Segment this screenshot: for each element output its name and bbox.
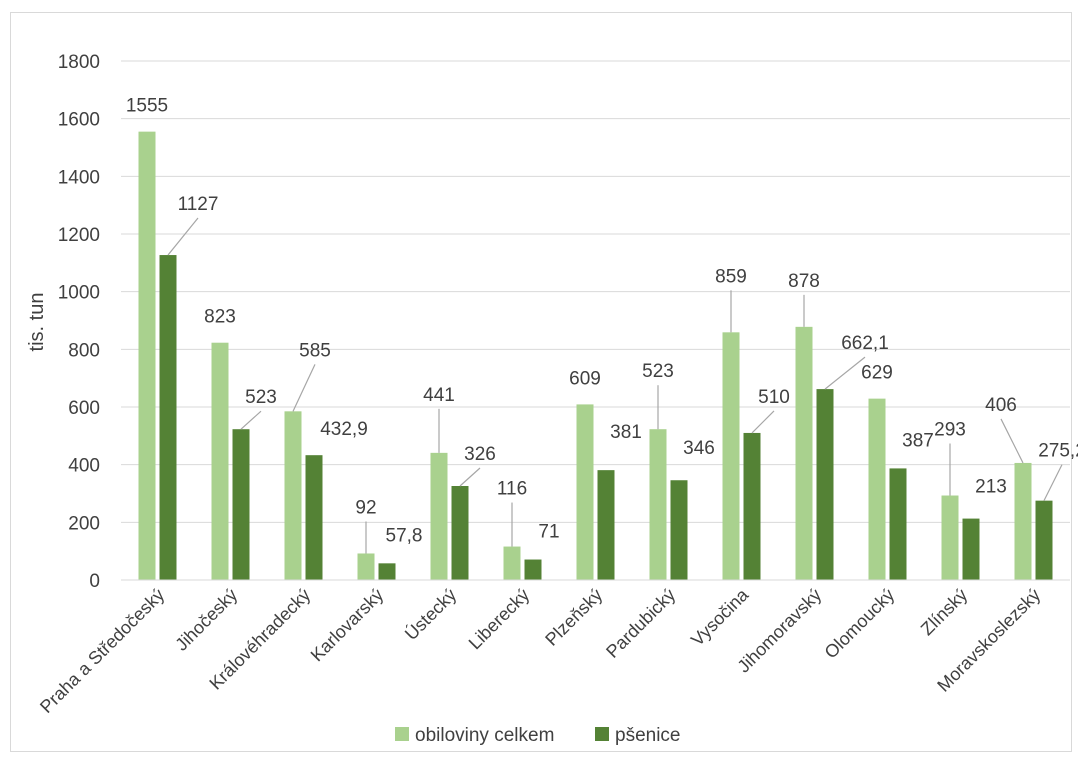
bar-psenice bbox=[451, 486, 469, 580]
bar-obiloviny bbox=[284, 411, 302, 580]
data-label: 585 bbox=[299, 340, 331, 361]
y-tick-label: 1400 bbox=[58, 167, 100, 188]
category-label: Liberecký bbox=[465, 585, 534, 654]
category-label: Zlínský bbox=[917, 585, 971, 639]
leader-line bbox=[292, 364, 316, 412]
leader-line bbox=[240, 410, 262, 430]
leader-line bbox=[459, 467, 481, 487]
bar-obiloviny bbox=[357, 553, 375, 580]
data-label: 57,8 bbox=[386, 525, 423, 546]
y-axis-ticks: 0 200 400 600 800 1000 1200 1400 1600 1800 bbox=[58, 52, 100, 592]
data-label: 275,2 bbox=[1038, 441, 1078, 462]
category-label: Plzeňský bbox=[541, 585, 606, 650]
data-label: 629 bbox=[861, 363, 893, 384]
category-label: Vysočina bbox=[687, 584, 753, 650]
bar-obiloviny bbox=[868, 398, 886, 580]
legend-swatch bbox=[395, 727, 409, 741]
y-tick-label: 0 bbox=[89, 571, 100, 592]
data-label: 326 bbox=[464, 444, 496, 465]
bar-psenice bbox=[816, 389, 834, 580]
bar-psenice bbox=[524, 559, 542, 580]
leader-line bbox=[1043, 464, 1063, 501]
y-tick-label: 1800 bbox=[58, 52, 100, 73]
bar-psenice bbox=[232, 429, 250, 580]
chart-frame bbox=[10, 12, 1072, 752]
bar-obiloviny bbox=[430, 452, 448, 580]
legend-label: pšenice bbox=[615, 725, 681, 746]
data-label: 387 bbox=[902, 430, 934, 451]
data-label: 293 bbox=[934, 420, 966, 441]
bar-psenice bbox=[962, 518, 980, 580]
bar-obiloviny bbox=[576, 404, 594, 580]
leader-line bbox=[751, 410, 775, 434]
data-label: 92 bbox=[355, 497, 376, 518]
leader-line bbox=[824, 356, 866, 390]
bars bbox=[138, 131, 1053, 580]
bar-obiloviny bbox=[211, 342, 229, 580]
category-label: Jihočeský bbox=[171, 585, 241, 655]
bar-psenice bbox=[378, 563, 396, 580]
legend-label: obiloviny celkem bbox=[415, 725, 554, 746]
data-label: 823 bbox=[204, 307, 236, 328]
data-label: 878 bbox=[788, 271, 820, 292]
data-label: 859 bbox=[715, 266, 747, 287]
y-tick-label: 200 bbox=[68, 513, 100, 534]
bar-psenice bbox=[670, 480, 688, 580]
data-label: 346 bbox=[683, 438, 715, 459]
y-tick-label: 1600 bbox=[58, 110, 100, 131]
data-label: 523 bbox=[642, 361, 674, 382]
data-label: 213 bbox=[975, 477, 1007, 498]
bar-obiloviny bbox=[795, 326, 813, 580]
bar-psenice bbox=[1035, 500, 1053, 580]
data-label: 71 bbox=[538, 522, 559, 543]
bar-psenice bbox=[159, 255, 177, 580]
category-label: Pardubický bbox=[602, 585, 679, 662]
y-tick-label: 400 bbox=[68, 456, 100, 477]
y-tick-label: 800 bbox=[68, 340, 100, 361]
data-label: 406 bbox=[985, 395, 1017, 416]
bar-obiloviny bbox=[138, 131, 156, 580]
legend: obiloviny celkem pšenice bbox=[395, 725, 681, 746]
y-tick-label: 1000 bbox=[58, 283, 100, 304]
data-label: 116 bbox=[497, 479, 527, 500]
data-label: 510 bbox=[758, 387, 790, 408]
gridlines bbox=[121, 60, 1070, 523]
data-label: 432,9 bbox=[320, 419, 368, 440]
bar-obiloviny bbox=[941, 495, 959, 580]
leader-line bbox=[167, 217, 199, 256]
y-tick-label: 1200 bbox=[58, 225, 100, 246]
bar-obiloviny bbox=[649, 429, 667, 580]
bar-obiloviny bbox=[503, 546, 521, 580]
category-label: Olomoucký bbox=[821, 585, 899, 663]
category-label: Praha a Středočeský bbox=[36, 585, 168, 717]
bar-psenice bbox=[305, 455, 323, 580]
data-label: 523 bbox=[245, 387, 277, 408]
data-label: 441 bbox=[423, 385, 455, 406]
data-label: 1127 bbox=[178, 194, 219, 215]
bar-psenice bbox=[743, 432, 761, 580]
legend-swatch bbox=[595, 727, 609, 741]
label-leader-lines bbox=[167, 217, 1063, 554]
bar-psenice bbox=[889, 468, 907, 580]
data-label: 381 bbox=[610, 422, 642, 443]
bar-psenice bbox=[597, 470, 615, 580]
data-label: 662,1 bbox=[841, 333, 889, 354]
bar-obiloviny bbox=[722, 332, 740, 580]
bar-obiloviny bbox=[1014, 462, 1032, 580]
leader-line bbox=[1000, 418, 1024, 464]
y-tick-label: 600 bbox=[68, 398, 100, 419]
data-label: 609 bbox=[569, 368, 601, 389]
category-labels: Praha a Středočeský JihočeskýKrálovéhrade… bbox=[36, 584, 1044, 717]
category-label: Karlovarský bbox=[307, 585, 388, 666]
category-label: Ústecký bbox=[400, 584, 460, 644]
y-axis-label: tis. tun bbox=[26, 293, 48, 352]
data-label: 1555 bbox=[126, 96, 168, 117]
